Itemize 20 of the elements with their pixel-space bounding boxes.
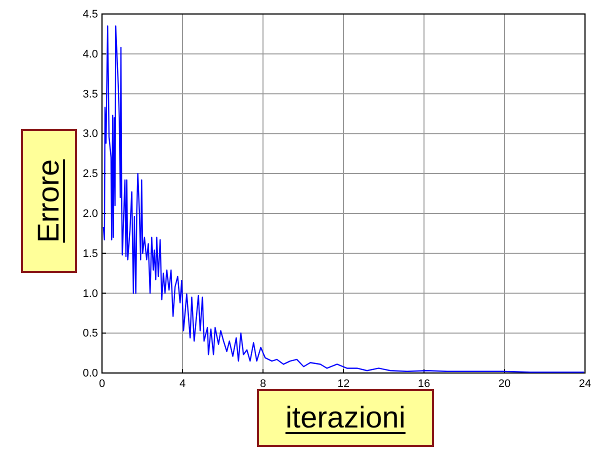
y-tick-label: 2.0 bbox=[82, 208, 98, 220]
x-axis-title: iterazioni bbox=[285, 402, 406, 434]
y-tick-label: 4.0 bbox=[82, 48, 98, 60]
x-tick-label: 12 bbox=[337, 378, 350, 390]
y-tick-label: 1.0 bbox=[82, 288, 98, 300]
y-axis-title: Errore bbox=[32, 159, 66, 243]
x-tick-label: 4 bbox=[179, 378, 186, 390]
x-tick-label: 0 bbox=[98, 378, 106, 390]
y-tick-label: 0.5 bbox=[82, 328, 98, 340]
y-tick-label: 4.5 bbox=[82, 8, 98, 21]
y-tick-label: 3.0 bbox=[82, 128, 98, 140]
y-tick-label: 2.5 bbox=[82, 168, 98, 180]
x-tick-label: 16 bbox=[418, 378, 430, 390]
line-series bbox=[102, 25, 585, 373]
x-tick-label: 24 bbox=[578, 378, 592, 390]
x-tick-label: 8 bbox=[260, 378, 266, 390]
y-tick-label: 0.0 bbox=[82, 368, 98, 380]
x-tick-label: 20 bbox=[498, 378, 511, 390]
y-tick-label: 1.5 bbox=[82, 248, 98, 260]
y-tick-label: 3.5 bbox=[82, 88, 98, 100]
